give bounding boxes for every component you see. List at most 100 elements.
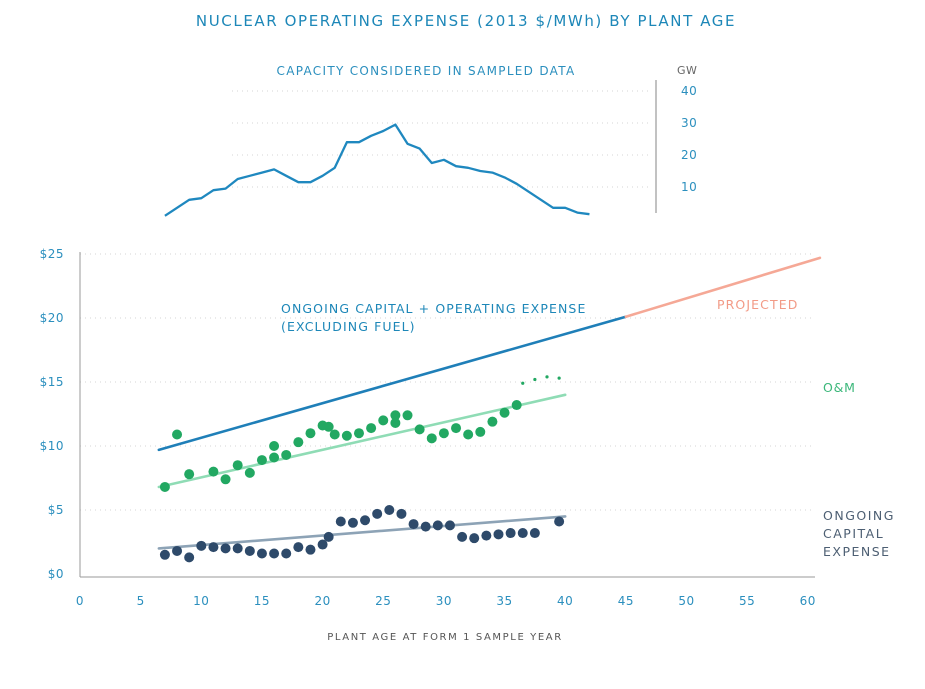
om-point [438,428,449,439]
om-point [232,460,243,471]
om-tail-dot [557,376,561,380]
om-point [390,417,401,428]
om-point [511,400,522,411]
om-point [402,410,413,421]
capital-point [159,549,170,560]
capital-point [517,528,528,539]
x-tick-label: 60 [800,594,816,608]
capacity-unit: GW [677,64,697,77]
capital-point [408,519,419,530]
capital-point [256,548,267,559]
om-point [341,430,352,441]
y-tick-label: $5 [48,503,64,517]
x-tick-label: 20 [314,594,330,608]
om-point [184,469,195,480]
om-point [390,410,401,421]
capital-point [457,531,468,542]
capital-point [323,531,334,542]
om-trend-line [157,393,567,489]
capital-point [493,529,504,540]
total-expense-line [157,315,628,452]
capital-trend-line [157,515,567,550]
capacity-tick-label: 40 [681,84,697,98]
capital-point [269,548,280,559]
om-tail-dot [545,375,549,379]
x-tick-label: 35 [496,594,512,608]
x-tick-label: 0 [76,594,84,608]
capital-label-line2: CAPITAL [823,526,884,541]
capital-point [208,542,219,553]
capital-point [444,520,455,531]
capital-point [554,516,565,527]
capacity-series [164,123,590,217]
capital-point [469,533,480,544]
capital-label-line3: EXPENSE [823,544,891,559]
om-point [475,426,486,437]
om-point [256,455,267,466]
capital-point [481,530,492,541]
capital-point [281,548,292,559]
om-point [220,474,231,485]
om-point [281,449,292,460]
capital-point [335,516,346,527]
main-series [157,256,822,563]
capacity-tick-label: 10 [681,180,697,194]
capital-point [305,544,316,555]
om-point [329,429,340,440]
om-point [378,415,389,426]
capital-point [317,539,328,550]
capital-point [432,520,443,531]
om-tail-dot [533,377,537,382]
x-axis-label: PLANT AGE AT FORM 1 SAMPLE YEAR [327,632,563,643]
x-tick-label: 50 [678,594,694,608]
om-label: O&M [823,380,856,395]
capacity-tick-label: 30 [681,116,697,130]
x-tick-label: 15 [254,594,270,608]
om-point [426,433,437,444]
projected-label: PROJECTED [717,297,798,312]
y-tick-label: $15 [40,375,64,389]
om-point [244,467,255,478]
x-tick-label: 10 [193,594,209,608]
main-axes: $0 $5 $10 $15 $20 $25 0 5 10 15 20 25 30 35 40 45 50 55 60 [40,247,816,608]
om-point [499,407,510,418]
capital-point [384,505,395,515]
capacity-title: CAPACITY CONSIDERED IN SAMPLED DATA [277,64,576,78]
om-point [366,423,377,434]
total-label-line2: (EXCLUDING FUEL) [281,319,416,334]
om-point [463,429,474,440]
om-point [305,428,316,439]
projected-line [624,256,822,319]
x-tick-label: 5 [137,594,145,608]
om-point [208,466,219,477]
total-label-line1: ONGOING CAPITAL + OPERATING EXPENSE [281,301,586,316]
om-point [172,429,183,440]
x-tick-label: 45 [618,594,634,608]
capital-point [220,543,231,554]
capital-point [372,508,383,519]
x-tick-label: 25 [375,594,391,608]
x-tick-label: 40 [557,594,573,608]
om-point [269,441,280,451]
om-point [487,416,498,427]
om-point [323,421,334,432]
capital-point [244,545,255,556]
capital-point [396,508,407,519]
x-tick-label: 30 [436,594,452,608]
capital-point [420,521,431,532]
x-tick-label: 55 [739,594,755,608]
capacity-tick-label: 20 [681,148,697,162]
capital-point [505,528,516,539]
capital-point [360,515,371,526]
om-tail-dot [521,381,525,385]
capital-point [172,545,183,556]
y-tick-label: $20 [40,311,64,325]
om-point [269,452,280,463]
y-tick-label: $0 [48,567,64,581]
chart-title: NUCLEAR OPERATING EXPENSE (2013 $/MWh) B… [196,12,736,30]
om-point [293,437,304,448]
capital-point [196,540,207,551]
om-point [414,424,425,435]
